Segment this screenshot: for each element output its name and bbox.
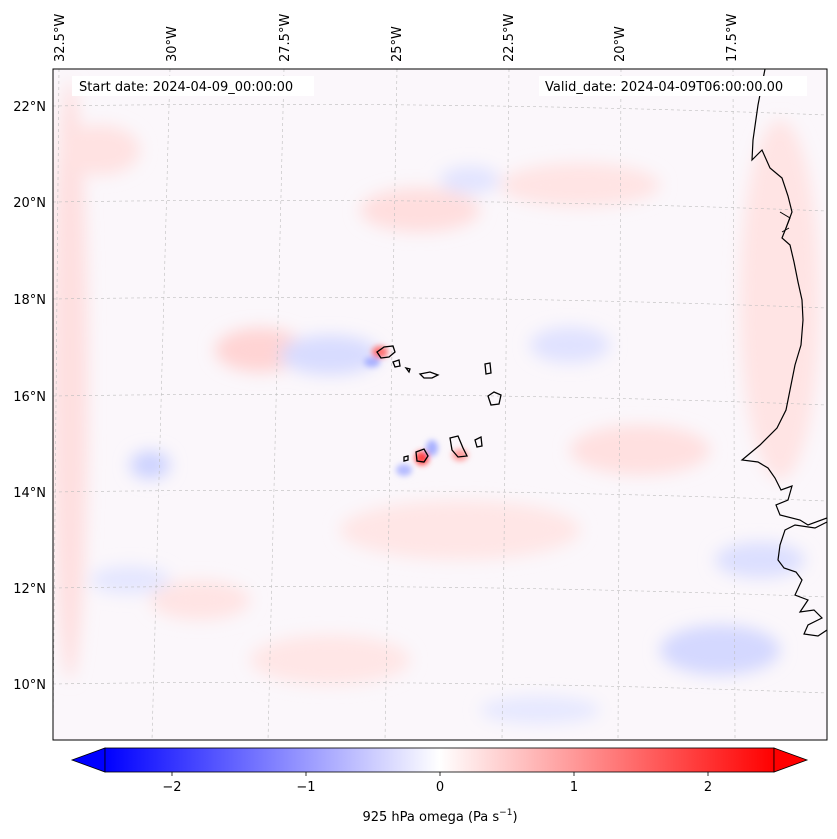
negative-omega-patch <box>440 166 500 194</box>
meridian <box>732 69 736 740</box>
parallel <box>53 489 827 502</box>
lat-label: 20°N <box>13 196 46 211</box>
colorbar-tick-label: −1 <box>296 780 315 795</box>
positive-omega-patch <box>53 80 88 680</box>
island-santa-luzia <box>404 366 411 374</box>
positive-omega-patch <box>570 425 710 475</box>
positive-omega-patch <box>150 580 250 620</box>
omega-field <box>53 80 820 724</box>
meridian <box>384 69 398 740</box>
meridian <box>151 69 171 740</box>
positive-omega-core <box>452 449 468 461</box>
negative-omega-patch <box>530 327 610 363</box>
lon-label: 32.5°W <box>53 14 68 62</box>
lat-label: 22°N <box>13 100 46 115</box>
positive-omega-patch <box>340 500 580 560</box>
africa-coastline <box>740 69 827 526</box>
colorbar-tick-label: 0 <box>436 780 444 795</box>
meridian <box>53 69 60 740</box>
lon-label: 17.5°W <box>725 14 740 62</box>
lon-label: 27.5°W <box>278 14 293 62</box>
island-sal <box>484 362 492 375</box>
colorbar-label-main: 925 hPa omega (Pa s <box>362 810 499 825</box>
parallel <box>53 103 827 116</box>
positive-omega-patch <box>500 163 660 207</box>
longitude-labels: 32.5°W 30°W 27.5°W 25°W 22.5°W 20°W 17.5… <box>53 14 740 62</box>
negative-omega-patch <box>130 451 170 479</box>
negative-omega-patch <box>90 566 170 594</box>
negative-omega-patch <box>715 542 805 578</box>
negative-omega-patch <box>480 696 600 724</box>
gridlines <box>53 69 827 740</box>
negative-omega-core <box>426 440 438 456</box>
colorbar-tick-label: 1 <box>570 780 578 795</box>
positive-omega-patch <box>360 188 480 232</box>
lat-label: 10°N <box>13 678 46 693</box>
lon-label: 25°W <box>390 26 405 62</box>
lat-label: 12°N <box>13 582 46 597</box>
valid-date-label: Valid_date: 2024-04-09T06:00:00.00 <box>545 80 783 95</box>
parallel <box>53 296 827 309</box>
meridian <box>267 69 285 740</box>
lon-label: 20°W <box>613 26 628 62</box>
lat-label: 18°N <box>13 293 46 308</box>
negative-omega-core <box>364 357 380 367</box>
colorbar-label-exponent: −1 <box>499 808 512 818</box>
parallel <box>53 393 827 406</box>
lat-label: 16°N <box>13 390 46 405</box>
island-boa-vista <box>487 391 502 406</box>
colorbar-tick-label: −2 <box>162 780 181 795</box>
island-sao-vicente <box>392 359 401 368</box>
start-date-label: Start date: 2024-04-09_00:00:00 <box>79 80 293 95</box>
africa-coastline <box>777 521 827 637</box>
island-wake-field <box>364 346 468 476</box>
meridian <box>617 69 622 740</box>
positive-omega-patch <box>250 635 410 685</box>
colorbar-gradient <box>104 747 775 773</box>
negative-omega-patch <box>660 625 780 675</box>
start-date-box <box>72 76 314 96</box>
latitude-labels: 22°N 20°N 18°N 16°N 14°N 12°N 10°N <box>13 100 46 693</box>
map-panel <box>53 69 827 740</box>
positive-omega-core <box>372 346 388 358</box>
lon-label: 30°W <box>165 26 180 62</box>
negative-omega-patch <box>280 335 380 375</box>
colorbar-tick-label: 2 <box>704 780 712 795</box>
lon-label: 22.5°W <box>502 14 517 62</box>
negative-omega-core <box>396 464 412 476</box>
positive-omega-patch <box>740 120 820 480</box>
parallel <box>53 199 827 212</box>
colorbar-ticks <box>171 772 709 776</box>
cape-verde-islands <box>376 345 502 463</box>
island-brava <box>403 455 409 462</box>
island-sao-nicolau <box>418 371 440 379</box>
island-fogo <box>415 448 429 463</box>
island-santiago <box>449 435 468 458</box>
valid-date-box <box>539 76 807 96</box>
colorbar: −2 −1 0 1 2 925 hPa omega (Pa s−1) <box>70 747 809 825</box>
colorbar-label: 925 hPa omega (Pa s−1) <box>362 808 517 825</box>
island-santo-antao <box>376 345 396 359</box>
colorbar-label-close: ) <box>512 810 517 825</box>
parallel <box>53 681 827 694</box>
parallel <box>53 585 827 598</box>
positive-omega-patch <box>60 125 140 175</box>
island-maio <box>474 436 483 448</box>
colorbar-min-extend <box>70 747 106 773</box>
map-frame <box>52 68 828 741</box>
colorbar-max-extend <box>773 747 809 773</box>
meridian <box>501 69 510 740</box>
coastline-bay <box>779 211 791 233</box>
lat-label: 14°N <box>13 486 46 501</box>
